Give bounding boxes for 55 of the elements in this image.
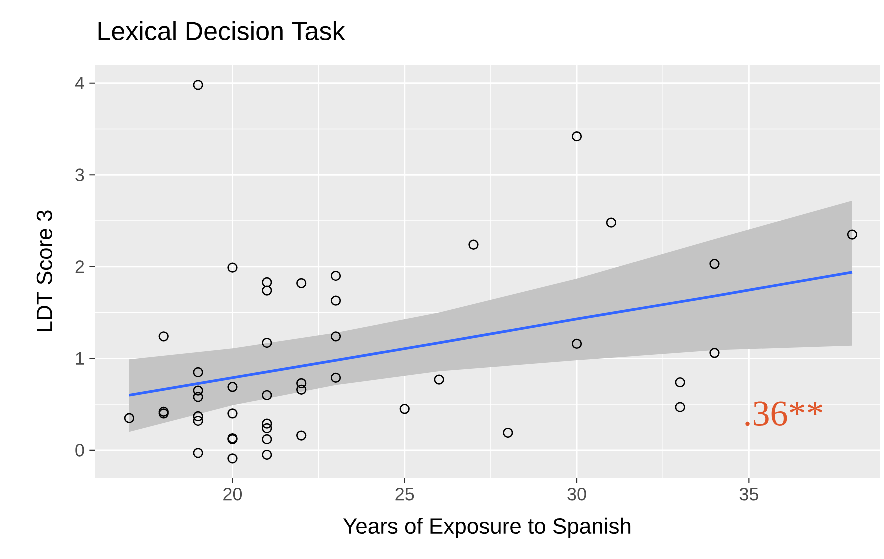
- y-tick-label: 1: [76, 352, 84, 365]
- point: [296, 278, 307, 288]
- point: [468, 240, 479, 250]
- point: [262, 434, 272, 445]
- point: [572, 132, 582, 142]
- point: [124, 413, 135, 424]
- point: [675, 377, 686, 388]
- point: [193, 386, 204, 396]
- point: [296, 378, 307, 389]
- point: [193, 80, 204, 90]
- point: [193, 392, 204, 402]
- y-tick-label: 3: [76, 168, 84, 182]
- point: [434, 374, 444, 385]
- point: [193, 367, 204, 378]
- point: [262, 277, 272, 288]
- point: [330, 296, 342, 306]
- point: [847, 230, 858, 240]
- point: [400, 404, 410, 414]
- point: [262, 423, 272, 434]
- point: [158, 332, 169, 342]
- point: [710, 348, 720, 358]
- point: [262, 418, 272, 429]
- x-tick-label: 20: [224, 488, 242, 501]
- point: [262, 286, 272, 296]
- point: [330, 332, 342, 342]
- y-tick-label: 2: [76, 260, 84, 274]
- point: [330, 372, 342, 384]
- point: [193, 411, 204, 422]
- x-tick-label: 30: [568, 488, 586, 501]
- y-tick-label: 0: [76, 444, 84, 457]
- point: [262, 338, 272, 348]
- point: [193, 416, 204, 426]
- point: [228, 408, 238, 419]
- point: [228, 262, 238, 273]
- point: [228, 382, 238, 392]
- point: [193, 448, 204, 458]
- x-axis-title: Years of Exposure to Spanish: [343, 518, 631, 538]
- point: [262, 450, 272, 460]
- x-tick-label: 25: [396, 488, 414, 501]
- point: [675, 402, 686, 412]
- point: [572, 338, 582, 350]
- annotation: .36**: [746, 402, 823, 426]
- point: [296, 430, 307, 441]
- y-axis-title: LDT Score 3: [36, 210, 52, 332]
- point: [228, 454, 238, 464]
- line-series: [128, 271, 854, 397]
- y-tick-label: 4: [75, 77, 84, 90]
- point: [606, 218, 617, 228]
- point: [330, 271, 342, 282]
- point: [503, 428, 514, 438]
- x-tick-label: 35: [740, 488, 758, 501]
- point: [710, 259, 720, 270]
- chart-title: Lexical Decision Task: [98, 21, 346, 41]
- point: [296, 384, 307, 395]
- point: [262, 390, 272, 400]
